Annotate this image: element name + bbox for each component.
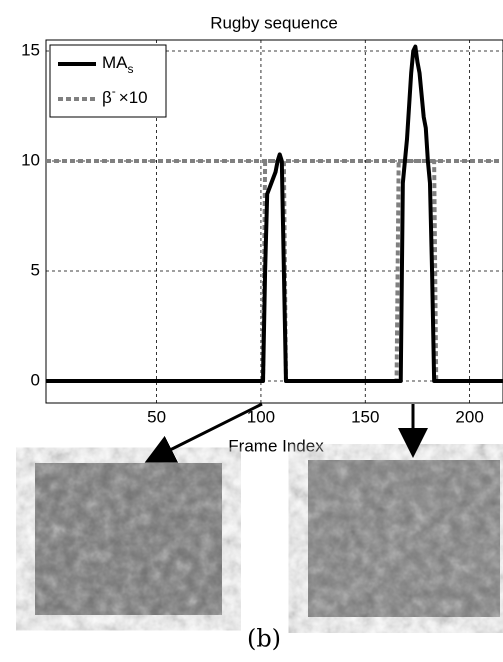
y-tick-label: 5: [31, 260, 40, 279]
legend-name: MA: [102, 53, 128, 72]
legend: MAs β- ×10: [49, 44, 167, 118]
legend-suffix: ×10: [119, 88, 148, 107]
legend-box: [49, 44, 167, 118]
series-line: [46, 44, 503, 383]
legend-superscript: -: [112, 84, 116, 98]
x-tick-label: 100: [247, 407, 275, 426]
caption: (b): [247, 625, 281, 653]
legend-subscript: s: [128, 62, 134, 76]
photo-right: [308, 460, 500, 617]
y-tick-label: 15: [21, 40, 40, 59]
legend-label: β- ×10: [102, 84, 148, 107]
y-tick-label: 0: [31, 370, 40, 389]
y-tick-label: 10: [21, 150, 40, 169]
x-tick-label: 50: [147, 407, 166, 426]
photo-left: [35, 463, 222, 615]
legend-name: β: [102, 88, 112, 107]
plot-area: [45, 39, 503, 404]
x-tick-label: 150: [351, 407, 379, 426]
x-axis-label: Frame Index: [228, 436, 324, 455]
chart-title: Rugby sequence: [210, 13, 338, 32]
plot-lines: [46, 44, 503, 383]
arrow: [144, 402, 263, 463]
x-tick-label: 200: [455, 407, 483, 426]
legend-label: MAs: [102, 53, 134, 76]
